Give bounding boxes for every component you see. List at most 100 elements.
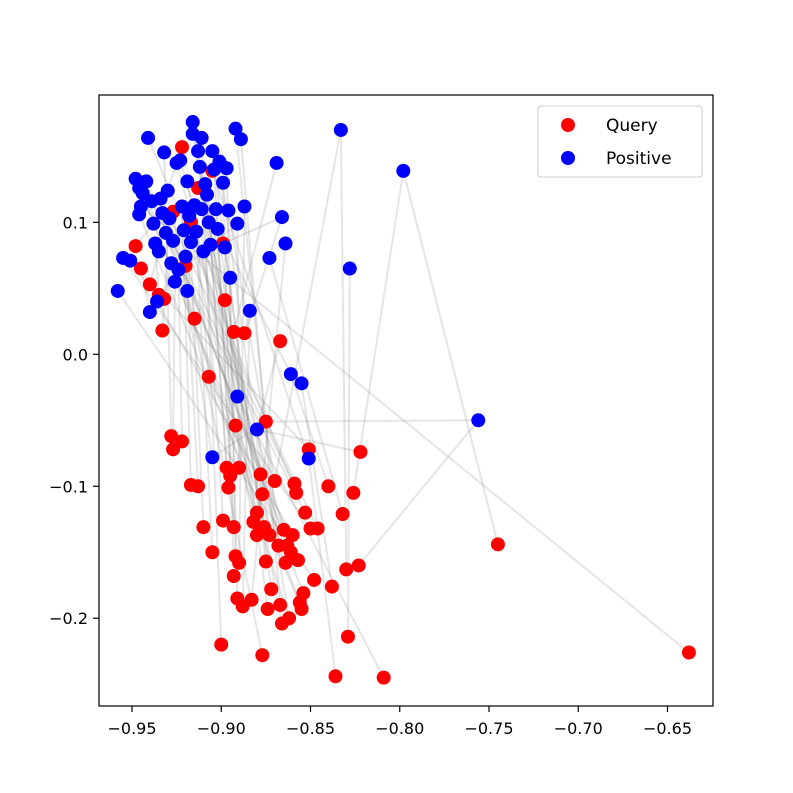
query-point <box>255 648 270 663</box>
query-point <box>340 629 355 644</box>
positive-point <box>151 244 166 259</box>
y-tick-label: 0.1 <box>63 213 88 232</box>
query-point <box>226 520 241 535</box>
query-point <box>296 586 311 601</box>
query-point <box>307 572 322 587</box>
query-point <box>264 582 279 597</box>
positive-point <box>205 144 220 159</box>
connector-line <box>255 340 282 430</box>
positive-point <box>185 115 200 130</box>
positive-point <box>223 270 238 285</box>
positive-point <box>189 224 204 239</box>
connector-line <box>352 170 405 494</box>
query-point <box>321 479 336 494</box>
query-point <box>339 562 354 577</box>
positive-point <box>217 240 232 255</box>
x-tick-label: −0.65 <box>643 719 692 738</box>
connector-line <box>147 137 298 494</box>
positive-point <box>198 177 213 192</box>
positive-point <box>237 199 252 214</box>
connector-line <box>202 250 226 301</box>
positive-point <box>166 233 181 248</box>
query-point <box>205 545 220 560</box>
connector-line <box>265 419 479 423</box>
connector-line <box>273 129 342 482</box>
query-point <box>164 429 179 444</box>
legend: Query Positive <box>537 105 703 178</box>
positive-point <box>219 161 234 176</box>
x-tick-label: −0.95 <box>108 719 157 738</box>
query-point <box>298 505 313 520</box>
connector-line <box>236 396 385 679</box>
connector-line <box>172 211 214 458</box>
positive-point <box>278 236 293 251</box>
positive-point <box>216 175 231 190</box>
connector-line <box>255 429 291 619</box>
query-point <box>353 444 368 459</box>
query-point <box>346 485 361 500</box>
positive-point <box>192 159 207 174</box>
legend-box <box>537 105 703 178</box>
positive-point <box>342 261 357 276</box>
query-point <box>328 669 343 684</box>
y-tick-label: −0.1 <box>49 477 88 496</box>
connector-line <box>150 200 296 485</box>
connector-line <box>357 419 480 567</box>
query-point <box>216 513 231 528</box>
positive-point <box>269 155 284 170</box>
x-tick-label: −0.70 <box>554 719 603 738</box>
query-point <box>262 528 277 543</box>
connector-line <box>195 231 214 553</box>
positive-point <box>157 145 172 160</box>
connector-line <box>239 139 282 606</box>
connector-line <box>156 301 294 536</box>
query-point <box>258 554 273 569</box>
positive-point <box>262 250 277 265</box>
positive-point <box>182 208 197 223</box>
connector-line <box>402 170 499 545</box>
query-point <box>226 324 241 339</box>
connector-line <box>300 383 333 587</box>
connector-line <box>256 428 361 453</box>
positive-point <box>333 122 348 137</box>
query-point <box>260 602 275 617</box>
positive-point <box>180 174 195 189</box>
connector-line <box>139 268 151 313</box>
positive-point <box>180 283 195 298</box>
query-point <box>273 598 288 613</box>
connector-line <box>172 281 176 450</box>
positive-point <box>301 451 316 466</box>
x-tick-label: −0.90 <box>197 719 246 738</box>
query-point <box>282 611 297 626</box>
x-axis: −0.95 −0.90 −0.85 −0.80 −0.75 −0.70 −0.65 <box>108 706 692 738</box>
connector-line <box>213 169 232 476</box>
query-point <box>285 528 300 543</box>
positive-point <box>230 216 245 231</box>
positive-point <box>176 223 191 238</box>
connector-line <box>197 150 258 536</box>
legend-label-positive: Positive <box>606 149 672 169</box>
positive-point <box>142 305 157 320</box>
query-point <box>191 479 206 494</box>
query-point <box>232 460 247 475</box>
query-point <box>249 505 264 520</box>
query-point <box>133 261 148 276</box>
query-point <box>310 521 325 536</box>
query-point <box>237 326 252 341</box>
positive-point <box>110 283 125 298</box>
positive-point <box>205 450 220 465</box>
y-tick-label: −0.2 <box>49 609 88 628</box>
query-point <box>228 418 243 433</box>
positive-point <box>294 376 309 391</box>
connector-line <box>241 310 251 607</box>
query-point <box>201 369 216 384</box>
x-tick-label: −0.80 <box>375 719 424 738</box>
positive-point <box>123 253 138 268</box>
query-point <box>174 434 189 449</box>
positive-point <box>242 303 257 318</box>
positive-point <box>141 130 156 145</box>
positive-point <box>183 235 198 250</box>
query-point <box>294 602 309 617</box>
positive-point <box>396 163 411 178</box>
positive-point <box>208 202 223 217</box>
